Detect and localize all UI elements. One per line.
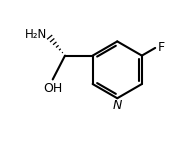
Text: N: N bbox=[113, 99, 122, 112]
Text: H₂N: H₂N bbox=[25, 28, 47, 41]
Text: F: F bbox=[157, 41, 165, 54]
Text: OH: OH bbox=[43, 82, 62, 95]
